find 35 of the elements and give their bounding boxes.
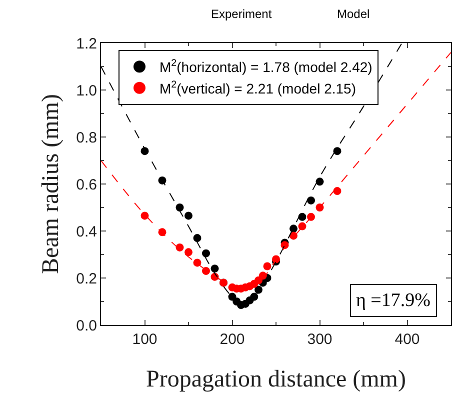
point: [298, 222, 306, 230]
legend-label: M$^{2}$(vertical) = 2.21 (model 2.15): [160, 79, 356, 96]
x-tick-label: 100: [132, 331, 158, 348]
y-tick-label: 0.8: [76, 129, 97, 146]
point: [307, 196, 315, 204]
x-tick-label: 400: [394, 331, 420, 348]
point: [176, 243, 184, 252]
point: [184, 212, 192, 220]
point: [210, 264, 219, 273]
point: [263, 262, 272, 270]
text: Experiment: [211, 7, 272, 21]
x-axis-title: Propagation distance (mm): [146, 366, 406, 392]
y-tick-label: 0.2: [76, 270, 97, 288]
point: [176, 204, 184, 212]
y-tick-label: 0.0: [76, 317, 97, 334]
point: [193, 258, 202, 267]
y-tick-label: 1.2: [76, 35, 97, 52]
point: [254, 286, 262, 294]
point: [140, 212, 149, 220]
x-tick-label: 300: [307, 331, 332, 348]
text: Model: [337, 7, 370, 21]
point: [184, 248, 192, 256]
y-axis-title: Beam radius (mm): [38, 94, 64, 274]
legend-label: M$^{2}$(horizontal) = 1.78 (model 2.42): [160, 58, 372, 76]
y-tick-label: 0.4: [76, 223, 97, 240]
y-tick-label: 1.0: [76, 82, 97, 100]
point: [333, 147, 342, 156]
x-tick-label: 200: [220, 331, 245, 348]
y-tick-label: 0.6: [76, 176, 97, 194]
point: [193, 234, 202, 242]
point: [202, 266, 210, 275]
point: [333, 187, 342, 196]
point: [316, 178, 324, 186]
point: [202, 249, 210, 258]
annotation: η =17.9%: [356, 290, 431, 311]
